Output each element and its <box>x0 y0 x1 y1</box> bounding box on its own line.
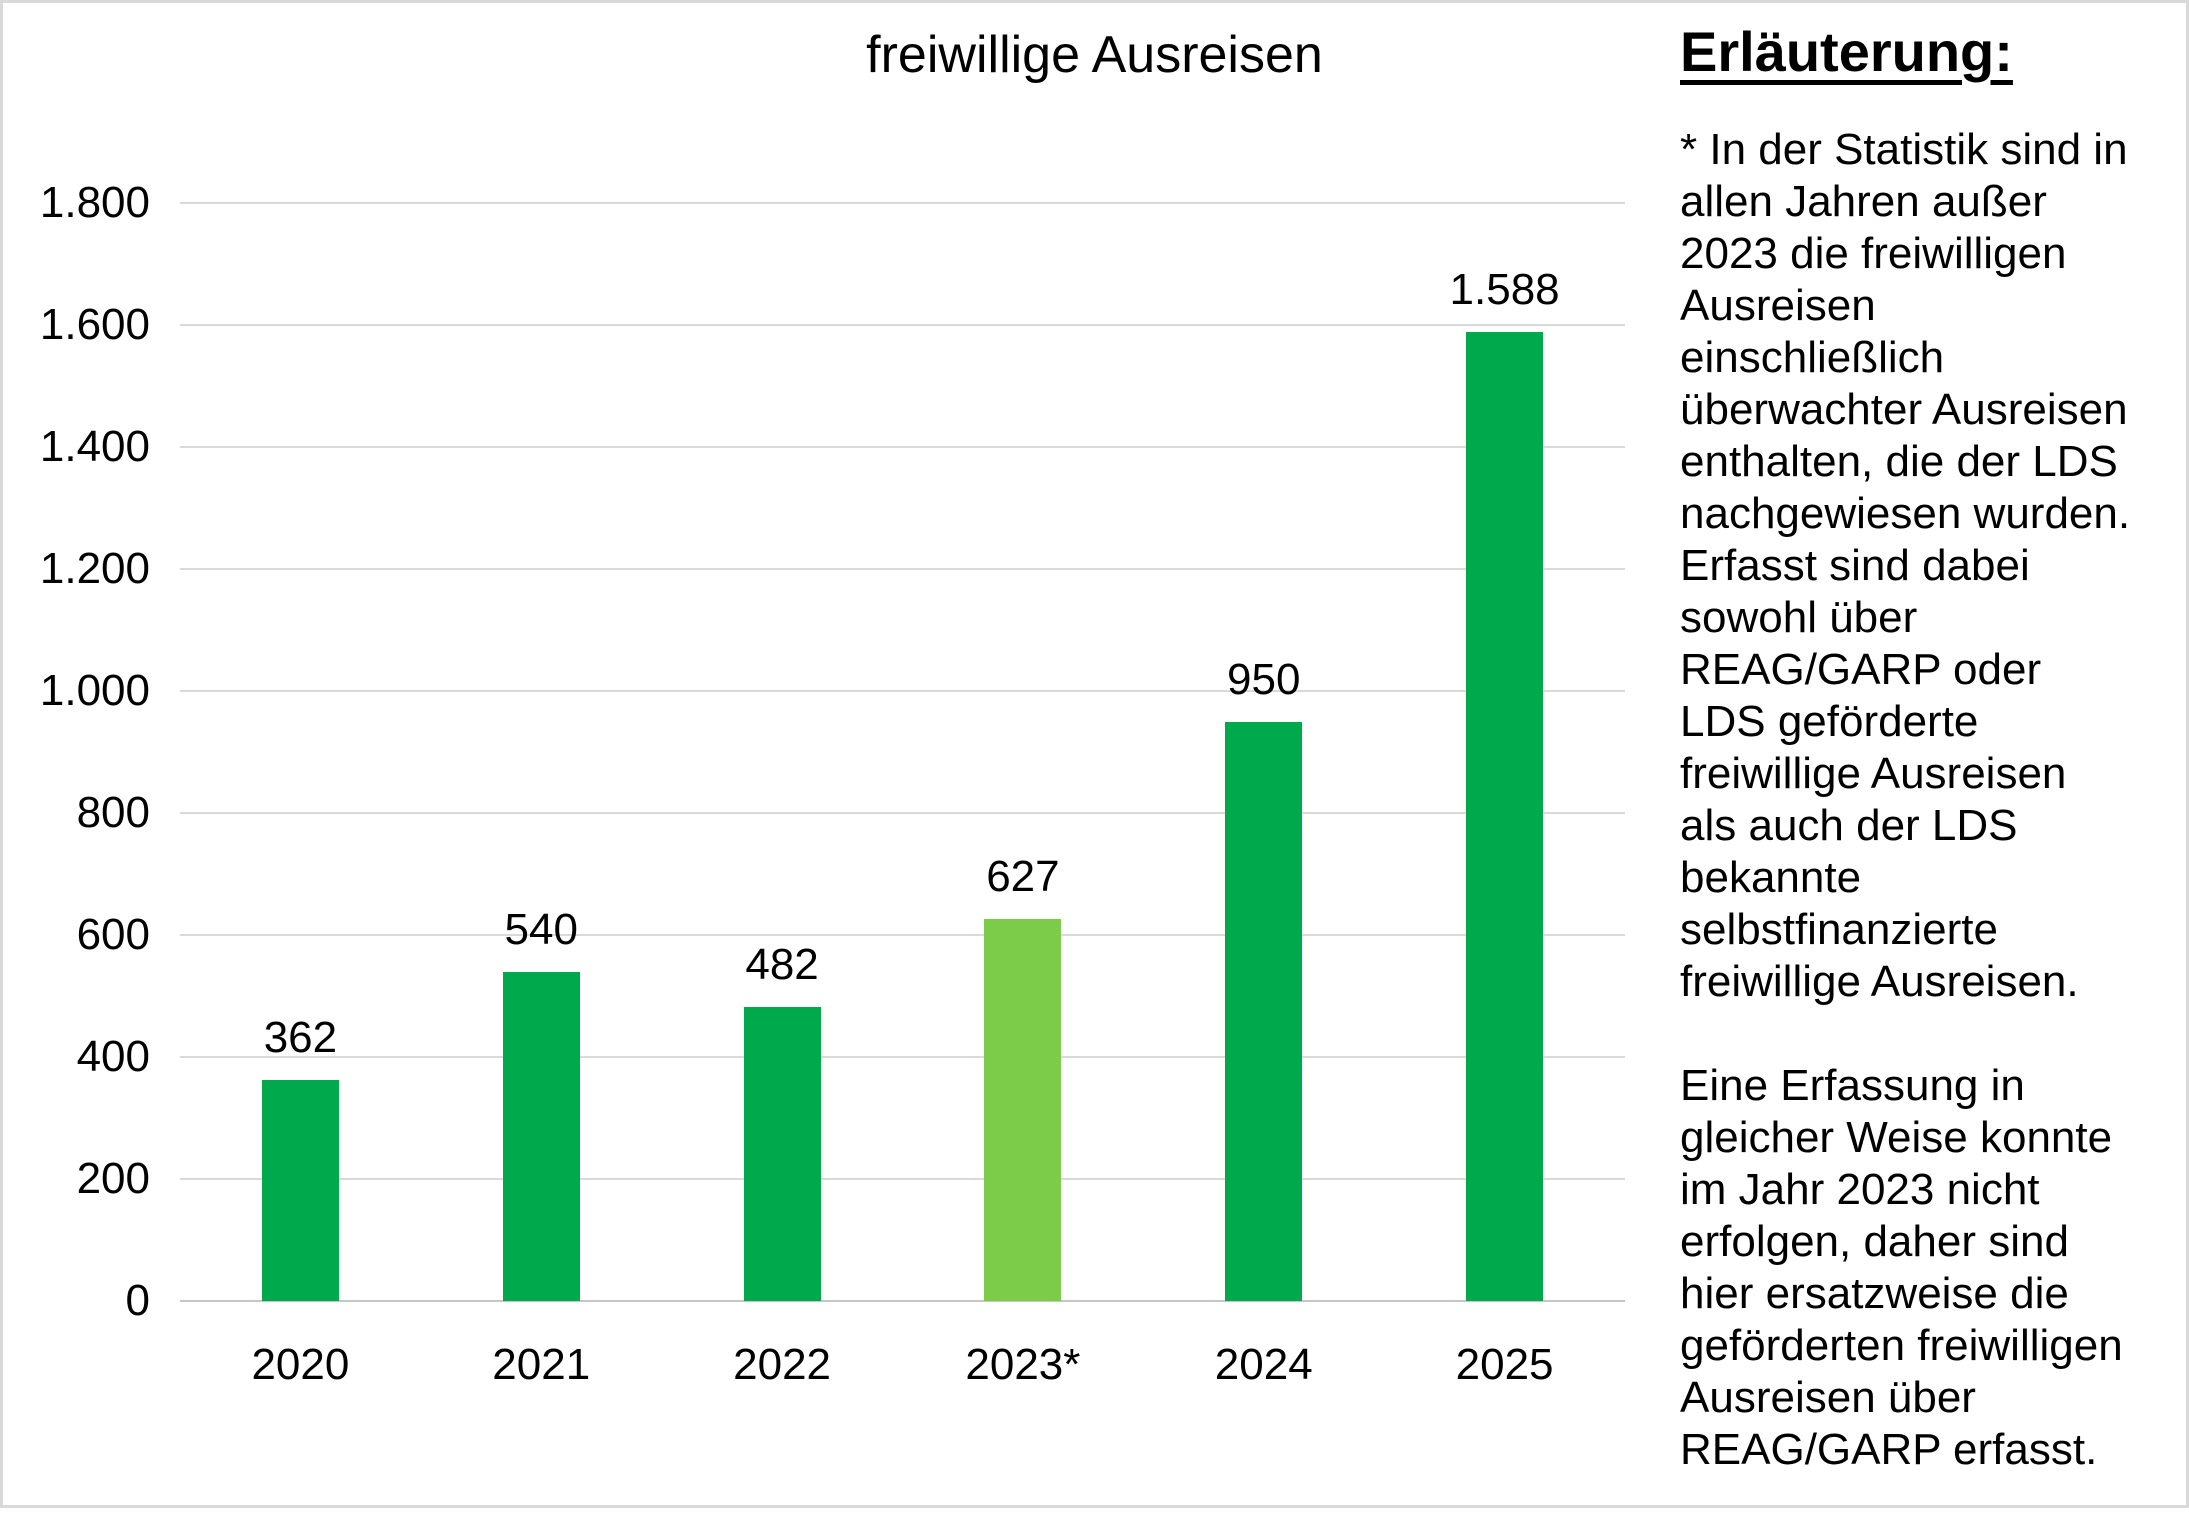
bar-2021 <box>502 971 580 1301</box>
y-tick-label: 1.200 <box>39 543 150 593</box>
x-tick-label: 2025 <box>1455 1340 1554 1389</box>
sidebar-line: einschließlich <box>1680 333 1945 382</box>
gridline-1.200 <box>180 568 1625 570</box>
bar-2022 <box>743 1006 821 1301</box>
x-tick-label: 2022 <box>733 1340 832 1389</box>
chart-title: freiwillige Ausreisen <box>866 26 1323 84</box>
bar-2020 <box>261 1080 339 1301</box>
bar-2025 <box>1466 332 1544 1301</box>
gridline-400 <box>180 1056 1625 1058</box>
sidebar-line: * In der Statistik sind in <box>1680 125 2128 174</box>
gridline-600 <box>180 934 1625 936</box>
gridline-0 <box>180 1300 1625 1302</box>
sidebar-line: hier ersatzweise die <box>1680 1269 2069 1318</box>
gridline-200 <box>180 1178 1625 1180</box>
y-tick-label: 200 <box>76 1153 150 1203</box>
sidebar-line: nachgewiesen wurden. <box>1680 489 2131 538</box>
sidebar-line: 2023 die freiwilligen <box>1680 229 2067 278</box>
sidebar-paragraph: * In der Statistik sind in allen Jahren a… <box>1680 124 2180 1008</box>
sidebar-line: selbstfinanzierte <box>1680 905 1998 954</box>
y-tick-label: 1.400 <box>39 421 150 471</box>
sidebar-line: REAG/GARP erfasst. <box>1680 1425 2098 1474</box>
sidebar-line: LDS geförderte <box>1680 697 1979 746</box>
sidebar-line: überwachter Ausreisen <box>1680 385 2128 434</box>
sidebar-line: allen Jahren außer <box>1680 177 2047 226</box>
bar-value-label: 482 <box>745 939 819 989</box>
bar-value-label: 627 <box>986 851 1060 901</box>
plot-area: 0 200 400 600 800 1.000 1.200 1.400 1.600 1.800 36… <box>40 178 1625 1389</box>
bar-value-label: 950 <box>1227 654 1301 704</box>
sidebar-line: gleicher Weise konnte <box>1680 1113 2113 1162</box>
sidebar-line: Ausreisen <box>1680 281 1876 330</box>
sidebar-line: enthalten, die der LDS <box>1680 437 2118 486</box>
x-tick-label: 2024 <box>1214 1340 1313 1389</box>
sidebar-line: Eine Erfassung in <box>1680 1061 2025 1110</box>
sidebar-paragraphs: * In der Statistik sind in allen Jahren a… <box>1680 124 2180 1476</box>
y-tick-label: 800 <box>76 788 150 837</box>
sidebar-line: REAG/GARP oder <box>1680 645 2042 694</box>
gridline-800 <box>180 812 1625 814</box>
bar-2023* <box>984 918 1062 1301</box>
sidebar-line: geförderten freiwilligen <box>1680 1321 2123 1370</box>
sidebar-line: erfolgen, daher sind <box>1680 1217 2069 1266</box>
sidebar-line: Erfasst sind dabei <box>1680 541 2030 590</box>
sidebar-note: Erläuterung: * In der Statistik sind in a… <box>1680 20 2180 1528</box>
y-tick-label: 1.800 <box>39 178 150 227</box>
bar-2024 <box>1225 721 1303 1301</box>
bar-value-label: 1.588 <box>1449 265 1560 315</box>
y-tick-label: 600 <box>76 909 150 959</box>
x-tick-label: 2021 <box>492 1340 591 1389</box>
sidebar-line: als auch der LDS <box>1680 801 2018 850</box>
sidebar-line: sowohl über <box>1680 593 1918 642</box>
x-tick-label: 2020 <box>251 1340 350 1389</box>
y-tick-label: 0 <box>125 1276 150 1325</box>
bar-value-label: 540 <box>504 904 578 954</box>
sidebar-line: Ausreisen über <box>1680 1373 1976 1422</box>
gridline-1.000 <box>180 690 1625 692</box>
bar-value-label: 362 <box>263 1013 338 1063</box>
y-tick-label: 1.000 <box>39 665 150 715</box>
gridline-1.400 <box>180 446 1625 448</box>
sidebar-heading: Erläuterung: <box>1680 20 2013 83</box>
x-tick-label: 2023* <box>965 1340 1081 1389</box>
gridline-1.600 <box>180 324 1625 326</box>
sidebar-paragraph: Eine Erfassung in gleicher Weise konnte im… <box>1680 1060 2180 1476</box>
sidebar-line: bekannte <box>1680 853 1862 902</box>
sidebar-line: freiwillige Ausreisen <box>1680 749 2067 798</box>
sidebar-line: im Jahr 2023 nicht <box>1680 1165 2040 1214</box>
sidebar-line: freiwillige Ausreisen. <box>1680 957 2079 1006</box>
y-tick-label: 400 <box>76 1032 150 1081</box>
y-tick-label: 1.600 <box>39 299 150 349</box>
gridline-1.800 <box>180 202 1625 204</box>
